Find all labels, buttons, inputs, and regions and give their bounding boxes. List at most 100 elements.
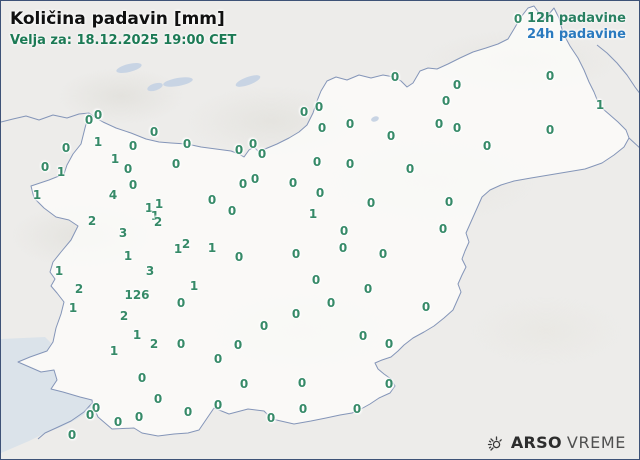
station-value: 0: [238, 177, 248, 191]
station-value: 0: [93, 108, 103, 122]
station-value: 0: [123, 162, 133, 176]
station-value: 1: [109, 344, 119, 358]
adriatic-sea: [1, 337, 93, 453]
station-value: 0: [358, 329, 368, 343]
station-value: 0: [85, 408, 95, 422]
station-value: 0: [545, 123, 555, 137]
station-value: 0: [421, 300, 431, 314]
station-value: 2: [181, 237, 191, 251]
station-value: 0: [61, 141, 71, 155]
map-header: Količina padavin [mm] Velja za: 18.12.20…: [10, 9, 236, 48]
station-value: 0: [128, 139, 138, 153]
station-value: 0: [149, 125, 159, 139]
station-value: 0: [213, 398, 223, 412]
valid-time-label: Velja za: 18.12.2025 19:00 CET: [10, 33, 237, 48]
station-value: 0: [250, 172, 260, 186]
station-value: 0: [288, 176, 298, 190]
station-value: 0: [128, 178, 138, 192]
station-value: 0: [259, 319, 269, 333]
station-value: 0: [207, 193, 217, 207]
station-value: 0: [84, 113, 94, 127]
station-value: 0: [299, 105, 309, 119]
station-value: 0: [176, 337, 186, 351]
station-value: 0: [298, 402, 308, 416]
station-value: 0: [386, 129, 396, 143]
station-value: 1: [54, 264, 64, 278]
station-value: 3: [145, 264, 155, 278]
station-value: 2: [87, 214, 97, 228]
station-value: 0: [513, 12, 523, 26]
station-value: 0: [91, 401, 101, 415]
station-value: 0: [452, 78, 462, 92]
station-value: 0: [234, 250, 244, 264]
logo-text-arso: ARSO: [510, 432, 562, 452]
station-value: 0: [137, 371, 147, 385]
station-value: 0: [297, 376, 307, 390]
station-value: 0: [363, 282, 373, 296]
station-value: 0: [312, 155, 322, 169]
station-value: 0: [315, 186, 325, 200]
border-east: [628, 137, 639, 148]
station-value: 1: [132, 328, 142, 342]
legend-item-24h[interactable]: 24h padavine: [526, 27, 626, 42]
station-value: 0: [134, 410, 144, 424]
station-value: 0: [326, 296, 336, 310]
station-value: 1: [308, 207, 318, 221]
station-value: 4: [108, 188, 118, 202]
station-value: 0: [291, 247, 301, 261]
station-value: 1: [150, 209, 160, 223]
station-value: 1: [93, 135, 103, 149]
station-value: 0: [339, 224, 349, 238]
station-value: 0: [482, 139, 492, 153]
station-value: 0: [213, 352, 223, 366]
station-value: 0: [233, 338, 243, 352]
station-value: 0: [352, 402, 362, 416]
station-value: 0: [239, 377, 249, 391]
station-value: 0: [153, 392, 163, 406]
legend: 12h padavine 24h padavine: [527, 11, 626, 43]
station-value: 0: [227, 204, 237, 218]
station-value: 0: [405, 162, 415, 176]
station-value: 0: [444, 195, 454, 209]
arso-vreme-logo: ARSO VREME: [484, 432, 626, 452]
station-value: 1: [595, 98, 605, 112]
weather-sun-icon: [487, 436, 502, 451]
station-value: 0: [291, 307, 301, 321]
station-value: 1: [144, 201, 154, 215]
station-value: 1: [189, 279, 199, 293]
border-northeast: [596, 44, 639, 94]
istria-coastline: [37, 401, 94, 440]
station-value: 0: [40, 160, 50, 174]
station-value: 0: [366, 196, 376, 210]
slovenia-border: [17, 5, 630, 437]
station-value: 3: [118, 226, 128, 240]
station-value: 0: [345, 157, 355, 171]
station-value: 126: [124, 288, 150, 302]
station-value: 0: [113, 415, 123, 429]
station-value: 0: [338, 241, 348, 255]
station-value: 0: [438, 222, 448, 236]
station-value: 0: [182, 137, 192, 151]
station-value: 1: [173, 242, 183, 256]
station-value: 0: [248, 137, 258, 151]
station-value: 1: [207, 241, 217, 255]
station-value: 1: [110, 152, 120, 166]
station-value: 0: [314, 100, 324, 114]
station-value: 0: [545, 69, 555, 83]
station-value: 0: [452, 121, 462, 135]
station-value: 0: [266, 411, 276, 425]
station-value: 0: [234, 143, 244, 157]
station-value: 1: [123, 249, 133, 263]
station-value: 0: [176, 296, 186, 310]
legend-item-12h[interactable]: 12h padavine: [526, 11, 626, 26]
station-value: 0: [384, 337, 394, 351]
station-value: 0: [390, 70, 400, 84]
station-value: 2: [149, 337, 159, 351]
station-value: 0: [171, 157, 181, 171]
station-value: 2: [74, 282, 84, 296]
station-value: 0: [183, 405, 193, 419]
station-value: 1: [154, 197, 164, 211]
